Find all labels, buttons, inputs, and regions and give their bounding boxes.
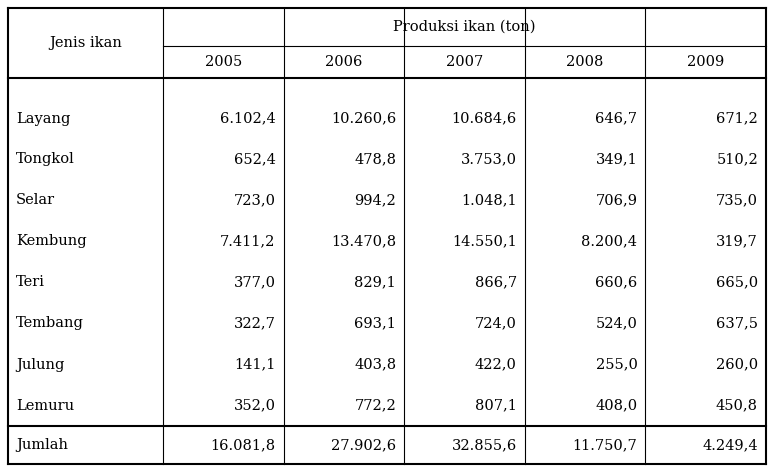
Text: Tongkol: Tongkol [16,152,75,167]
Text: 6.102,4: 6.102,4 [220,111,276,126]
Text: Produksi ikan (ton): Produksi ikan (ton) [393,20,536,34]
Text: 807,1: 807,1 [475,398,517,413]
Text: 671,2: 671,2 [716,111,758,126]
Text: 829,1: 829,1 [354,276,396,289]
Text: 255,0: 255,0 [595,357,638,371]
Text: 1.048,1: 1.048,1 [461,194,517,208]
Text: Jumlah: Jumlah [16,438,68,452]
Text: 32.855,6: 32.855,6 [451,438,517,452]
Text: 11.750,7: 11.750,7 [573,438,638,452]
Text: 13.470,8: 13.470,8 [331,235,396,248]
Text: Selar: Selar [16,194,55,208]
Text: 16.081,8: 16.081,8 [211,438,276,452]
Text: 422,0: 422,0 [475,357,517,371]
Text: 510,2: 510,2 [716,152,758,167]
Text: 660,6: 660,6 [595,276,638,289]
Text: 260,0: 260,0 [716,357,758,371]
Text: 3.753,0: 3.753,0 [461,152,517,167]
Text: 706,9: 706,9 [595,194,638,208]
Text: 450,8: 450,8 [716,398,758,413]
Text: Julung: Julung [16,357,64,371]
Text: Teri: Teri [16,276,45,289]
Text: 724,0: 724,0 [475,317,517,330]
Text: 27.902,6: 27.902,6 [331,438,396,452]
Text: Jenis ikan: Jenis ikan [49,36,122,50]
Text: 2007: 2007 [446,55,483,69]
Text: 2009: 2009 [687,55,724,69]
Text: 14.550,1: 14.550,1 [452,235,517,248]
Text: 8.200,4: 8.200,4 [581,235,638,248]
Text: 377,0: 377,0 [234,276,276,289]
Text: Lemuru: Lemuru [16,398,74,413]
Text: 141,1: 141,1 [235,357,276,371]
Text: 403,8: 403,8 [354,357,396,371]
Text: 408,0: 408,0 [595,398,638,413]
Text: 772,2: 772,2 [354,398,396,413]
Text: 723,0: 723,0 [234,194,276,208]
Text: 693,1: 693,1 [354,317,396,330]
Text: 319,7: 319,7 [716,235,758,248]
Text: 10.684,6: 10.684,6 [451,111,517,126]
Text: 7.411,2: 7.411,2 [221,235,276,248]
Text: 637,5: 637,5 [716,317,758,330]
Text: Tembang: Tembang [16,317,84,330]
Text: 652,4: 652,4 [234,152,276,167]
Text: 646,7: 646,7 [595,111,638,126]
Text: 735,0: 735,0 [716,194,758,208]
Text: 10.260,6: 10.260,6 [331,111,396,126]
Text: 4.249,4: 4.249,4 [702,438,758,452]
Text: 866,7: 866,7 [474,276,517,289]
Text: 2008: 2008 [567,55,604,69]
Text: Kembung: Kembung [16,235,87,248]
Text: 478,8: 478,8 [354,152,396,167]
Text: 352,0: 352,0 [234,398,276,413]
Text: 524,0: 524,0 [595,317,638,330]
Text: 349,1: 349,1 [596,152,638,167]
Text: 994,2: 994,2 [354,194,396,208]
Text: 665,0: 665,0 [716,276,758,289]
Text: Layang: Layang [16,111,70,126]
Text: 322,7: 322,7 [234,317,276,330]
Text: 2006: 2006 [325,55,362,69]
Text: 2005: 2005 [204,55,242,69]
